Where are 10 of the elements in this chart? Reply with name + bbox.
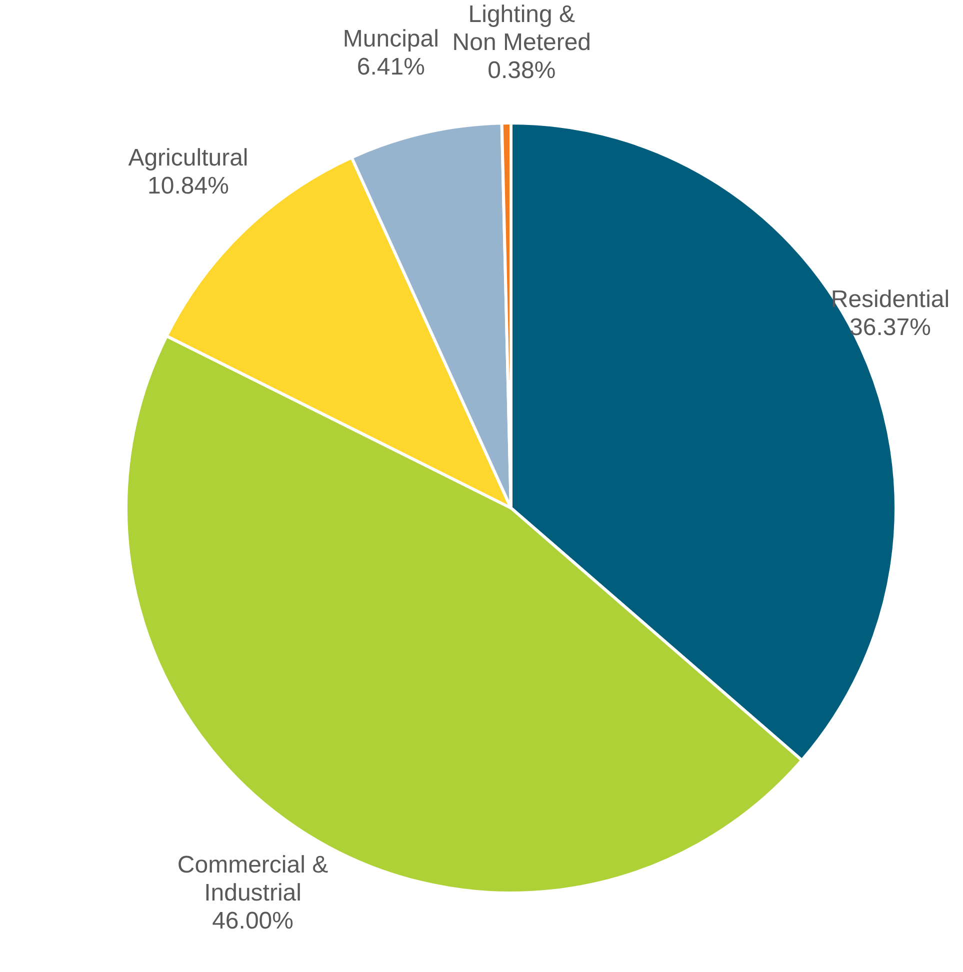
data-label: 6.41% — [356, 54, 425, 82]
data-label: 46.00% — [212, 908, 294, 936]
slice-label: Agricultural — [128, 144, 248, 172]
slice-label: Muncipal — [342, 26, 439, 54]
data-label: 36.37% — [850, 314, 931, 342]
slice-label: Lighting & Non Metered — [452, 1, 592, 56]
data-label: 0.38% — [488, 57, 556, 84]
slice-label: Commercial & Industrial — [177, 852, 328, 908]
data-label: 10.84% — [148, 172, 229, 200]
slice-label: Residential — [830, 286, 950, 314]
